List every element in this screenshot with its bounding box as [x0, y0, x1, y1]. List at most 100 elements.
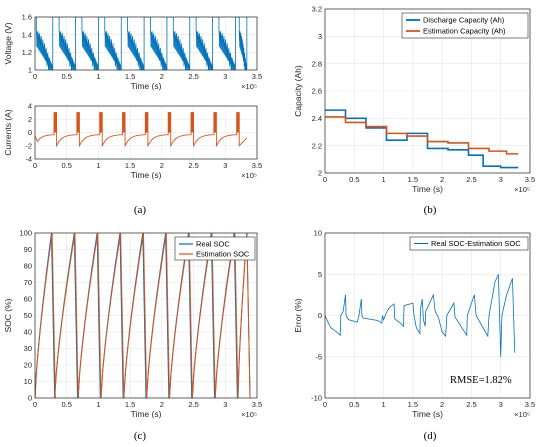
current-plot: 0 0.5 1 1.5 2 2.5 3 3.5 -4 -2 0 2 4 Time (s) Currents …	[3, 102, 262, 180]
x-tick-label: 1.5	[125, 400, 135, 409]
y-tick-label: -5	[315, 352, 322, 361]
y-tick-label: -10	[311, 394, 322, 403]
x-tick-label: 2.5	[466, 400, 476, 409]
x-tick-label: 2.5	[188, 72, 198, 81]
y-tick-label: 4	[28, 102, 32, 111]
x-tick-label: 1	[96, 400, 100, 409]
y-tick-label: 3.2	[312, 5, 322, 14]
x-tick-label: 3	[223, 72, 227, 81]
x-axis-label: Time (s)	[412, 184, 443, 194]
x-tick-label: 2	[160, 72, 164, 81]
current-pulse	[236, 112, 240, 133]
y-tick-label: 2.8	[312, 59, 322, 68]
error-series	[325, 274, 516, 357]
current-pulse	[122, 112, 126, 133]
axes-box	[324, 8, 531, 174]
y-tick-label: -4	[25, 155, 32, 164]
y-tick-label: 60	[24, 295, 32, 304]
voltage-discharge-band	[59, 30, 76, 70]
x-tick-label: 3.5	[252, 161, 262, 170]
panel-label-b: (b)	[424, 204, 437, 216]
y-tick-label: 2	[318, 169, 322, 178]
x-tick-label: 3.5	[525, 175, 535, 184]
current-pulse	[213, 112, 217, 133]
soc-plot: 0 0.5 1 1.5 2 2.5 3 3.5 0 10 20 30 40 50 60 70 80 90 100 Ti…	[3, 229, 262, 419]
x-tick-label: 0	[33, 400, 37, 409]
x-tick-label: 1.5	[408, 400, 418, 409]
x-tick-label: 2.5	[188, 161, 198, 170]
axes-box	[34, 232, 258, 399]
current-pulse	[145, 112, 148, 133]
y-axis-label: Currents (A)	[3, 109, 13, 155]
x-tick-label: 0	[323, 175, 327, 184]
y-tick-label: 2	[28, 115, 32, 124]
x-tick-label: 2	[160, 161, 164, 170]
x-tick-label: 0	[33, 161, 37, 170]
current-pulse	[168, 112, 171, 133]
x-tick-label: 3	[499, 400, 503, 409]
axes-box	[324, 232, 531, 399]
x-axis-label: Time (s)	[131, 170, 162, 180]
x-tick-label: 2.5	[188, 400, 198, 409]
legend-label: Estimation SOC	[196, 250, 250, 259]
x-tick-label: 0.5	[349, 175, 359, 184]
y-tick-label: 1.2	[22, 48, 32, 57]
x-tick-label: 3	[499, 175, 503, 184]
y-tick-label: 10	[314, 229, 322, 238]
panel-label-a: (a)	[134, 204, 147, 216]
voltage-discharge-band	[150, 30, 167, 70]
x-tick-label: 1	[96, 161, 100, 170]
x-tick-label: 1.5	[125, 72, 135, 81]
x-axis-label: Time (s)	[131, 81, 162, 91]
x-tick-label: 3	[223, 400, 227, 409]
x-exponent-label: ×10⁵	[514, 410, 530, 419]
y-tick-label: 5	[318, 270, 322, 279]
x-exponent-label: ×10⁵	[241, 171, 257, 180]
y-axis-label: Error (%)	[293, 298, 303, 333]
x-tick-label: 0	[33, 72, 37, 81]
y-tick-label: 2.4	[312, 114, 322, 123]
x-tick-label: 1	[381, 400, 385, 409]
y-tick-label: 1.4	[22, 30, 32, 39]
y-tick-label: 20	[24, 361, 32, 370]
y-tick-label: 0	[28, 394, 32, 403]
y-tick-label: 1	[28, 66, 32, 75]
y-tick-label: 40	[24, 328, 32, 337]
y-axis-label: Capacity (Ah)	[293, 65, 303, 117]
x-tick-label: 2	[440, 400, 444, 409]
legend	[401, 12, 529, 39]
voltage-discharge-band	[127, 30, 145, 70]
x-axis-label: Time (s)	[412, 409, 443, 419]
axes-box	[34, 16, 258, 71]
voltage-plot: 0 0.5 1 1.5 2 2.5 3 3.5 1 1.2 1.4 1.6 Time (s) Voltag…	[3, 13, 262, 91]
x-tick-label: 3	[223, 161, 227, 170]
legend-label: Discharge Capacity (Ah)	[423, 16, 505, 25]
legend	[174, 236, 256, 261]
axes-box	[34, 105, 258, 160]
y-tick-label: 2.2	[312, 141, 322, 150]
y-tick-label: 0	[318, 311, 322, 320]
x-tick-label: 2	[160, 400, 164, 409]
current-pulse	[191, 112, 194, 133]
x-tick-label: 0	[323, 400, 327, 409]
y-tick-label: 90	[24, 245, 32, 254]
error-plot: 0 0.5 1 1.5 2 2.5 3 3.5 -10 -5 0 5 10 Time (s) Error (…	[293, 229, 535, 419]
legend	[409, 236, 529, 251]
y-tick-label: 100	[19, 229, 32, 238]
panel-label-d: (d)	[424, 430, 437, 442]
current-pulse	[76, 112, 80, 133]
x-exponent-label: ×10⁵	[241, 410, 257, 419]
x-tick-label: 1.5	[125, 161, 135, 170]
x-tick-label: 1	[96, 72, 100, 81]
x-tick-label: 3.5	[252, 400, 262, 409]
voltage-discharge-band	[104, 30, 122, 70]
y-tick-label: -2	[25, 141, 32, 150]
y-tick-label: 50	[24, 311, 32, 320]
voltage-discharge-band	[218, 30, 236, 70]
legend-label: Estimation Capacity (Ah)	[423, 27, 506, 36]
x-tick-label: 0.5	[61, 161, 71, 170]
x-tick-label: 3.5	[525, 400, 535, 409]
voltage-discharge-band	[81, 30, 99, 70]
panel-label-c: (c)	[134, 430, 147, 442]
